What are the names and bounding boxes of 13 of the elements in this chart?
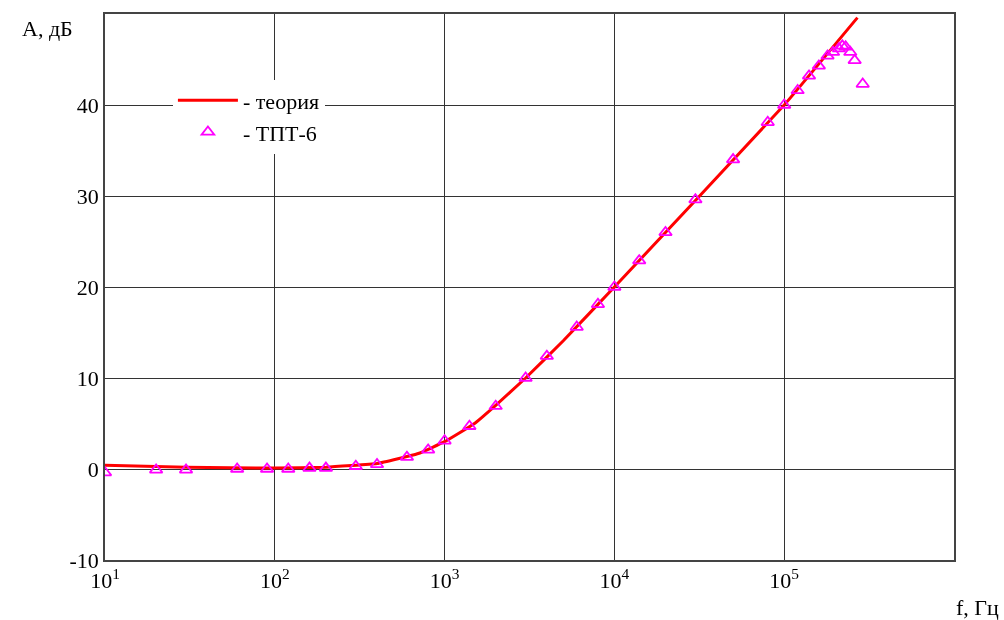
x-tick-label: 10$^{2}$ [259, 564, 290, 594]
y-tick-label: 0 [87, 456, 99, 482]
x-axis-title: f, Гц [956, 595, 1000, 620]
x-tick-label: 10$^{3}$ [429, 564, 460, 594]
y-axis-title: A, дБ [22, 16, 73, 41]
y-tick-label: 20 [76, 274, 99, 300]
x-tick-label: 10$^{4}$ [599, 564, 630, 594]
legend-label: - теория [242, 88, 320, 114]
legend-label: - ТПТ-6 [242, 120, 317, 146]
y-tick-label: 40 [76, 92, 99, 118]
y-tick-label: 10 [76, 365, 99, 391]
y-tick-label: 30 [76, 183, 99, 209]
x-tick-label: 10$^{5}$ [769, 564, 800, 594]
